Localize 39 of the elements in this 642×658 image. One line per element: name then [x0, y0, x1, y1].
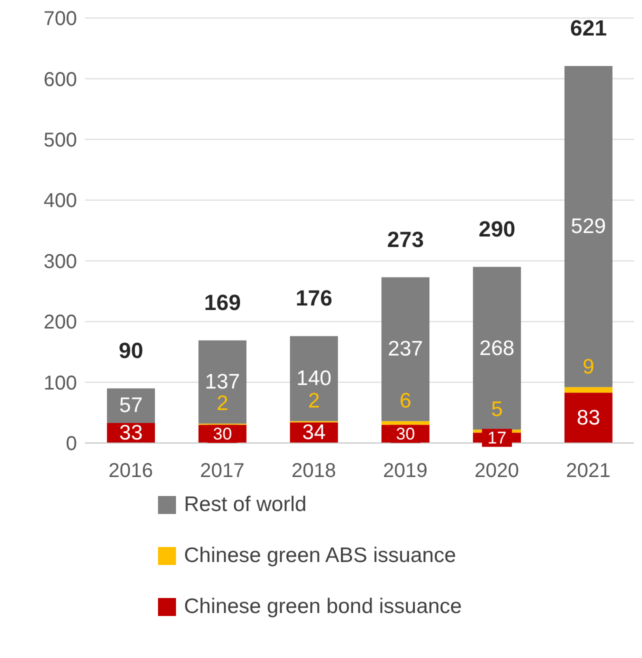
- data-label: 6: [400, 390, 412, 413]
- data-label: 33: [119, 421, 143, 444]
- data-label: 83: [576, 406, 600, 430]
- data-label: 2: [216, 392, 228, 416]
- y-tick-label: 100: [44, 372, 77, 394]
- y-tick-label: 700: [44, 8, 77, 30]
- y-tick-label: 600: [44, 68, 77, 91]
- total-label: 273: [387, 226, 424, 252]
- legend-label: Rest of world: [184, 493, 307, 517]
- x-tick-label: 2020: [474, 460, 519, 482]
- data-label: 30: [213, 424, 232, 444]
- data-label: 2: [308, 390, 320, 413]
- legend-label: Chinese green bond issuance: [184, 595, 462, 619]
- data-label: 137: [204, 370, 240, 394]
- total-label: 621: [570, 15, 607, 40]
- total-label: 290: [478, 216, 516, 242]
- data-label: 140: [296, 367, 332, 390]
- x-tick-label: 2016: [108, 460, 153, 482]
- x-tick-label: 2017: [200, 460, 244, 482]
- x-tick-label: 2018: [292, 460, 336, 482]
- data-label: 34: [302, 421, 326, 444]
- data-label: 57: [119, 394, 143, 418]
- data-label: 30: [396, 424, 415, 444]
- y-tick-label: 400: [44, 190, 77, 212]
- total-label: 169: [204, 290, 241, 315]
- y-tick-label: 500: [44, 130, 77, 152]
- x-tick-label: 2019: [383, 460, 428, 482]
- data-label: 529: [570, 215, 606, 238]
- x-tick-label: 2021: [566, 460, 610, 482]
- y-tick-label: 300: [44, 250, 77, 273]
- data-label: 268: [479, 336, 514, 360]
- total-label: 90: [118, 338, 144, 363]
- y-tick-label: 200: [44, 312, 77, 334]
- data-label: 237: [388, 338, 423, 361]
- legend-label: Chinese green ABS issuance: [184, 544, 456, 568]
- total-label: 176: [296, 286, 332, 311]
- data-label: 9: [582, 356, 594, 379]
- data-label: 5: [491, 398, 503, 422]
- y-tick-label: 0: [66, 433, 77, 456]
